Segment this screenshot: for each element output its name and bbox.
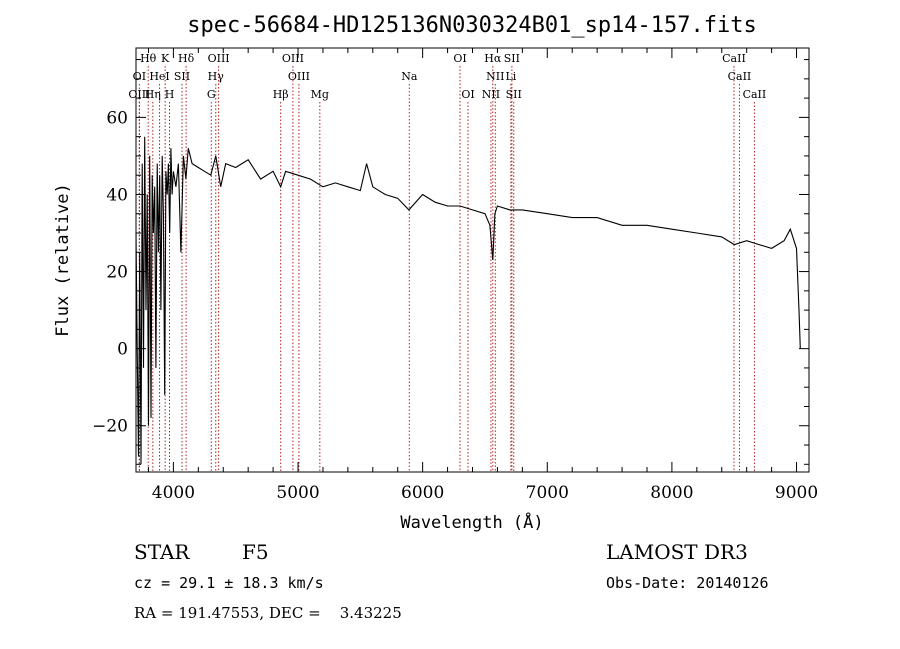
radec-label: RA = 191.47553, DEC = 3.43225 — [134, 604, 402, 622]
x-tick-label: 4000 — [152, 483, 195, 503]
spectral-line-label: OIII — [282, 52, 304, 65]
plot-frame — [135, 47, 810, 473]
spectral-line-label: G — [207, 88, 216, 101]
spectral-line-label: OIII — [288, 70, 310, 83]
survey-label: LAMOST DR3 — [606, 540, 748, 564]
flux-series-line — [135, 136, 801, 465]
spectral-line-label: Hδ — [178, 52, 195, 65]
chart-title: spec-56684-HD125136N030324B01_sp14-157.f… — [187, 13, 757, 38]
spectral-line-label: Hβ — [273, 88, 289, 101]
obs-date-label: Obs-Date: 20140126 — [606, 574, 769, 592]
series-layer — [135, 136, 801, 465]
spectral-line-label: CaII — [728, 70, 752, 83]
spectral-line-label: OIII — [208, 52, 230, 65]
y-axis-title: Flux (relative) — [53, 183, 73, 337]
spectral-line-label: OI — [133, 70, 146, 83]
spectral-line-label: NII — [482, 88, 500, 101]
x-axis-title: Wavelength (Å) — [400, 511, 543, 533]
y-tick-label: 60 — [106, 108, 128, 128]
spectral-line-label: Li — [505, 70, 516, 83]
spectral-line-label: Na — [401, 70, 418, 83]
spectral-line-label: Hθ — [140, 52, 157, 65]
spectral-line-label: CaII — [722, 52, 746, 65]
x-tick-label: 8000 — [650, 483, 693, 503]
spectral-line-label: Hα — [484, 52, 502, 65]
spectral-line-label: SII — [506, 88, 522, 101]
spectral-line-label: SII — [504, 52, 520, 65]
subclass-label: F5 — [242, 540, 269, 564]
spectral-line-label: Hη — [145, 88, 161, 101]
spectral-line-label: K — [161, 52, 170, 65]
y-tick-label: 40 — [106, 185, 128, 205]
y-tick-label: 0 — [117, 340, 128, 360]
spectral-line-label: Hγ — [208, 70, 225, 83]
spectral-line-label: OI — [461, 88, 474, 101]
y-tick-label: −20 — [92, 417, 128, 437]
y-tick-label: 20 — [106, 263, 128, 283]
redshift-label: cz = 29.1 ± 18.3 km/s — [134, 574, 324, 592]
x-tick-label: 5000 — [276, 483, 319, 503]
spectral-line-label: Mg — [311, 88, 329, 101]
spectral-line-label: SII — [174, 70, 190, 83]
ticks-layer: 4000 5000 6000 7000 8000 9000 −20 0 20 40 60 — [92, 48, 818, 503]
spectral-line-label: H — [165, 88, 175, 101]
spectral-line-label: OI — [453, 52, 466, 65]
class-label: STAR — [134, 540, 190, 564]
spectral-line-label: CaII — [743, 88, 767, 101]
x-tick-label: 6000 — [401, 483, 444, 503]
spectral-line-label: OIII — [128, 88, 150, 101]
spectral-line-label: HeI — [149, 70, 169, 83]
x-tick-label: 9000 — [775, 483, 818, 503]
x-tick-label: 7000 — [526, 483, 569, 503]
spectral-line-label: NII — [486, 70, 504, 83]
